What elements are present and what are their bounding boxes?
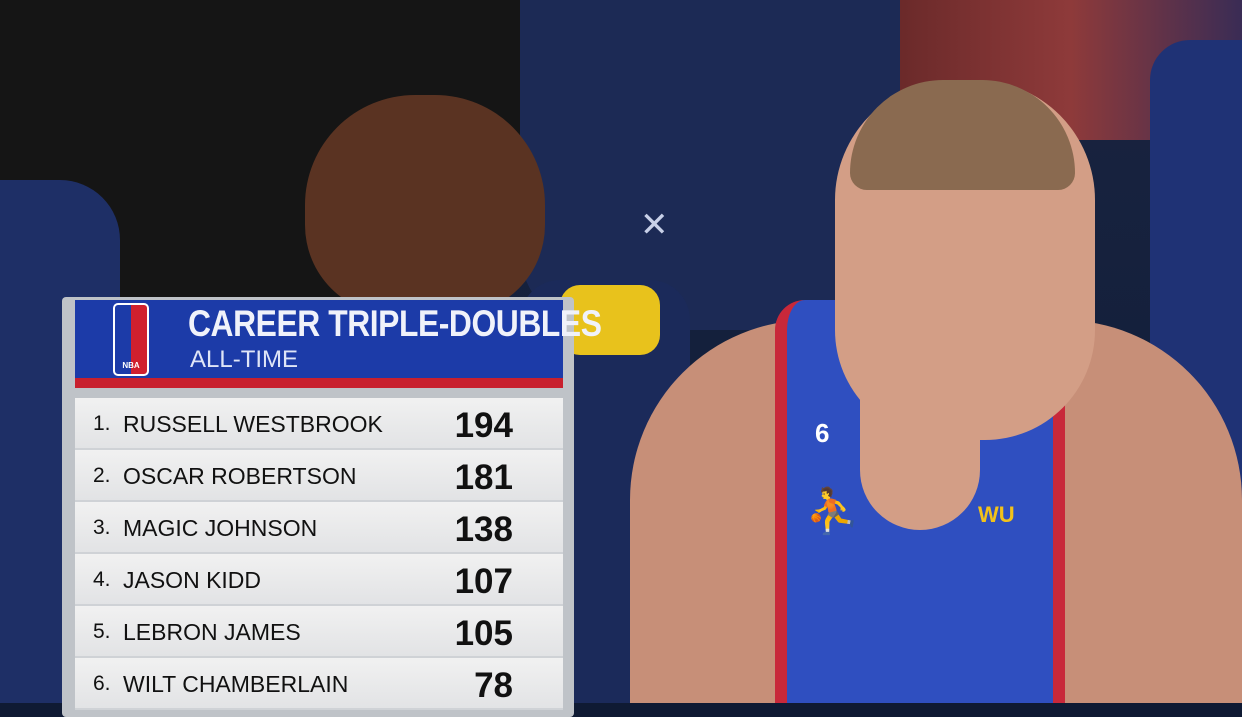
rank: 1.	[93, 412, 111, 435]
player-name: MAGIC JOHNSON	[123, 515, 318, 541]
player-name: LEBRON JAMES	[123, 619, 301, 645]
graphic-title: CAREER TRIPLE-DOUBLES	[188, 303, 602, 344]
player-name: JASON KIDD	[123, 567, 262, 593]
yellow-hood	[560, 285, 660, 355]
rank: 5.	[93, 620, 111, 643]
rank: 4.	[93, 568, 111, 591]
leaderboard-row: 2. OSCAR ROBERTSON 181	[75, 450, 563, 502]
leaderboard-row: 1. RUSSELL WESTBROOK 194	[75, 398, 563, 450]
triple-doubles-count: 194	[454, 406, 513, 445]
leaderboard-row: 3. MAGIC JOHNSON 138	[75, 502, 563, 554]
jersey-number: 6	[815, 418, 830, 448]
triple-doubles-count: 105	[454, 614, 513, 653]
triple-doubles-count: 181	[454, 458, 513, 497]
rank: 3.	[93, 516, 111, 539]
player-hair	[850, 80, 1075, 190]
player-name: WILT CHAMBERLAIN	[123, 671, 349, 697]
player-head-back	[305, 95, 545, 315]
graphic-header	[75, 300, 563, 378]
leaderboard: 1. RUSSELL WESTBROOK 194 2. OSCAR ROBERTSON…	[75, 398, 563, 710]
jersey-sponsor: WU	[978, 502, 1015, 527]
triple-doubles-count: 138	[454, 510, 513, 549]
triple-doubles-count: 107	[454, 562, 513, 601]
rank: 2.	[93, 464, 111, 487]
rank: 6.	[93, 672, 111, 695]
player-name: RUSSELL WESTBROOK	[123, 411, 383, 437]
leaderboard-row: 5. LEBRON JAMES 105	[75, 606, 563, 658]
leaderboard-row: 4. JASON KIDD 107	[75, 554, 563, 606]
header-stripe	[75, 378, 563, 388]
leaderboard-row: 6. WILT CHAMBERLAIN 78	[75, 658, 563, 710]
graphic-subtitle: ALL-TIME	[190, 346, 299, 373]
player-name: OSCAR ROBERTSON	[123, 463, 357, 489]
triple-doubles-count: 78	[474, 666, 513, 705]
nuggets-logo-icon: ✕	[640, 206, 669, 244]
jumpman-logo-icon: ⛹	[805, 487, 860, 536]
nba-logo-icon: NBA	[113, 303, 149, 376]
